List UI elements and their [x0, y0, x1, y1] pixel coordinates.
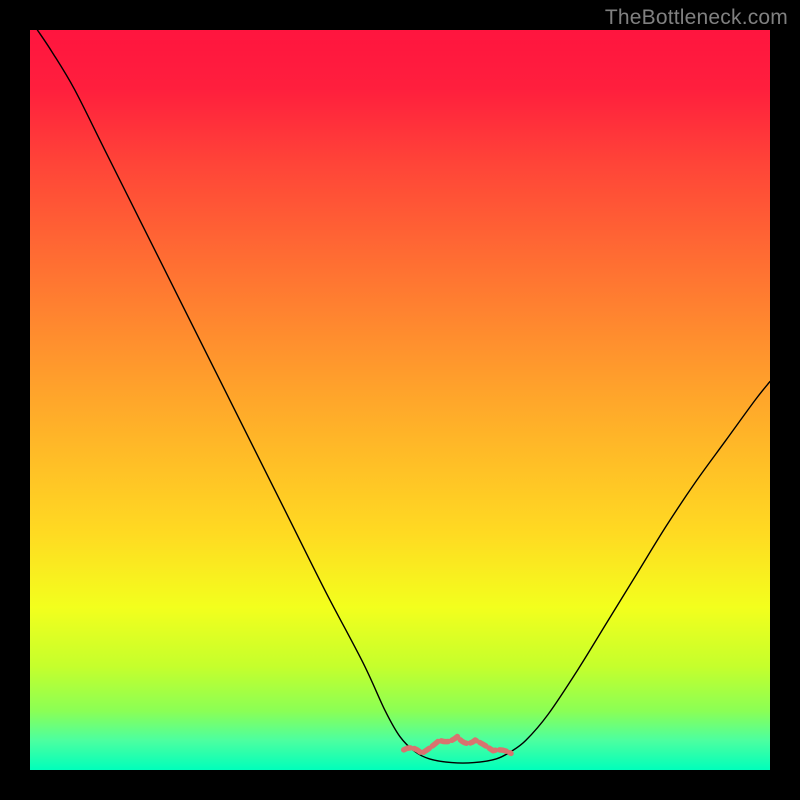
gradient-background — [30, 30, 770, 770]
watermark-text: TheBottleneck.com — [605, 6, 788, 30]
chart-frame: TheBottleneck.com — [0, 0, 800, 800]
plot-area — [30, 30, 770, 770]
chart-svg — [30, 30, 770, 770]
